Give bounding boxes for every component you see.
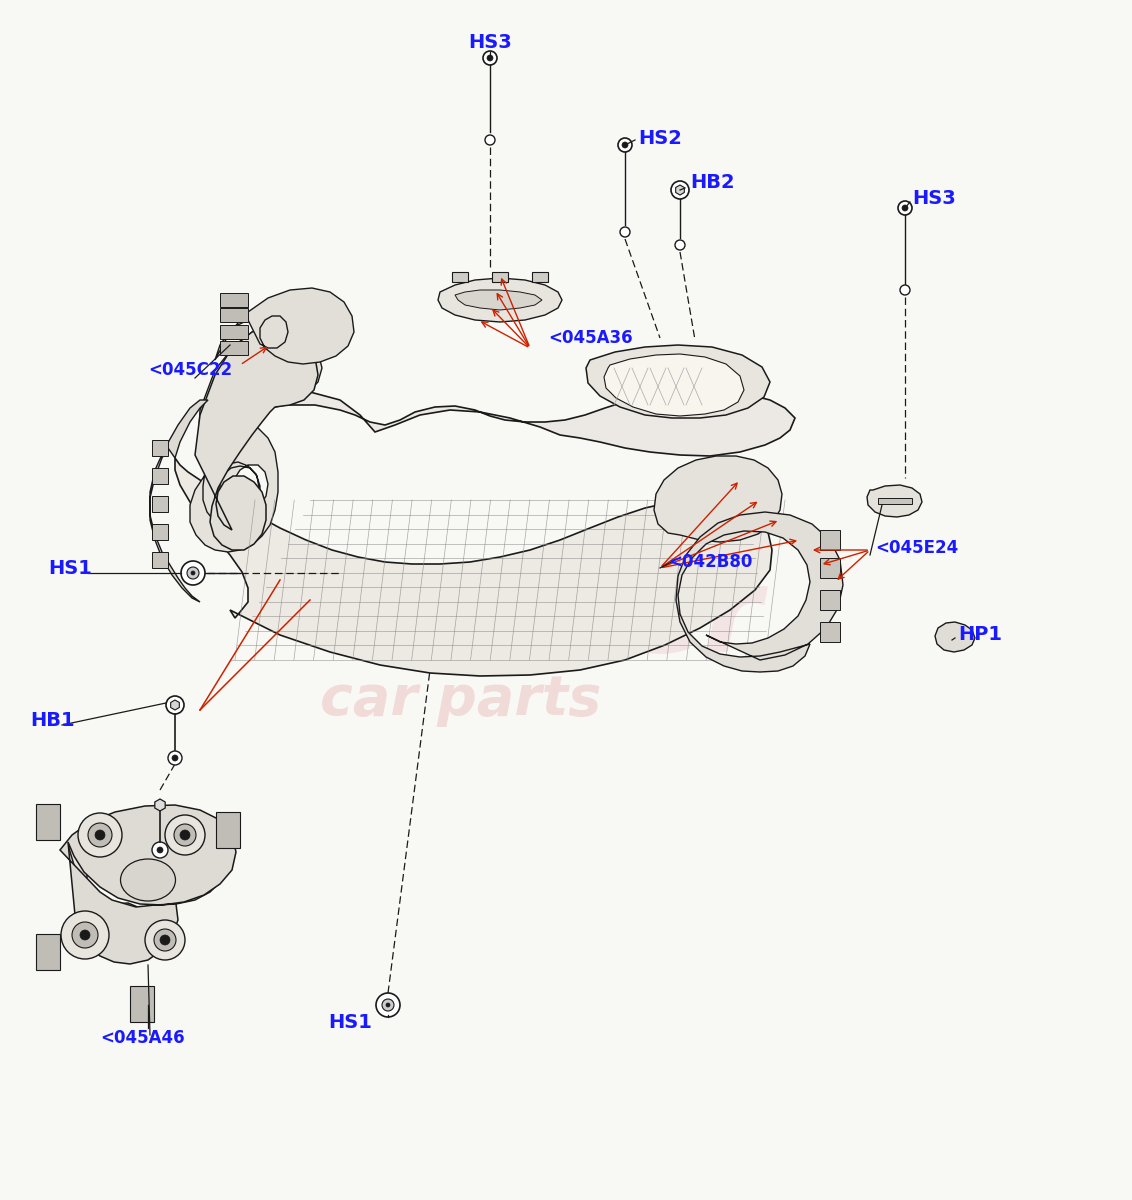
Text: der: der (540, 563, 763, 678)
Polygon shape (455, 290, 542, 310)
Text: <045C22: <045C22 (148, 361, 232, 379)
Polygon shape (171, 700, 179, 710)
Text: HB2: HB2 (691, 173, 735, 192)
Polygon shape (532, 272, 548, 282)
Polygon shape (151, 400, 208, 602)
Polygon shape (68, 828, 228, 954)
Polygon shape (155, 799, 165, 811)
Text: HS3: HS3 (469, 32, 512, 52)
Polygon shape (200, 390, 795, 456)
Polygon shape (935, 622, 975, 652)
Circle shape (78, 814, 122, 857)
Polygon shape (492, 272, 508, 282)
Polygon shape (152, 524, 168, 540)
Circle shape (166, 696, 185, 714)
Polygon shape (452, 272, 468, 282)
Text: HS1: HS1 (328, 1013, 372, 1032)
Circle shape (484, 134, 495, 145)
Circle shape (381, 998, 394, 1010)
Text: SCO: SCO (380, 563, 652, 678)
Text: <042B80: <042B80 (668, 553, 753, 571)
Polygon shape (820, 622, 840, 642)
Circle shape (671, 181, 689, 199)
Circle shape (386, 1003, 391, 1007)
Polygon shape (820, 590, 840, 610)
Circle shape (80, 930, 91, 940)
Polygon shape (36, 804, 60, 840)
Text: HS3: HS3 (912, 188, 955, 208)
Circle shape (172, 755, 178, 761)
Polygon shape (152, 440, 168, 456)
Polygon shape (216, 812, 240, 848)
Polygon shape (676, 185, 685, 194)
Circle shape (898, 200, 912, 215)
Circle shape (168, 751, 182, 766)
Polygon shape (220, 325, 248, 338)
Circle shape (621, 142, 628, 148)
Circle shape (902, 205, 908, 211)
Polygon shape (676, 512, 843, 672)
Text: <045E24: <045E24 (875, 539, 959, 557)
Circle shape (618, 138, 632, 152)
Circle shape (160, 935, 170, 946)
Polygon shape (130, 986, 154, 1022)
Circle shape (620, 227, 631, 236)
Circle shape (154, 929, 175, 950)
Polygon shape (878, 498, 912, 504)
Polygon shape (60, 805, 235, 964)
Circle shape (61, 911, 109, 959)
Circle shape (191, 571, 195, 575)
Polygon shape (820, 558, 840, 578)
Polygon shape (215, 288, 354, 364)
Polygon shape (654, 456, 782, 542)
Circle shape (157, 847, 163, 853)
Polygon shape (220, 341, 248, 355)
Circle shape (95, 830, 105, 840)
Text: <045A36: <045A36 (548, 329, 633, 347)
Text: <045A46: <045A46 (100, 1028, 185, 1046)
Circle shape (900, 284, 910, 295)
Circle shape (187, 566, 199, 578)
Polygon shape (586, 346, 770, 418)
Text: car parts: car parts (320, 673, 601, 727)
Polygon shape (175, 458, 772, 676)
Circle shape (165, 815, 205, 854)
Polygon shape (220, 308, 248, 322)
Circle shape (181, 560, 205, 584)
Polygon shape (36, 934, 60, 970)
Circle shape (174, 824, 196, 846)
Text: HB1: HB1 (31, 710, 75, 730)
Circle shape (72, 922, 98, 948)
Circle shape (152, 842, 168, 858)
Text: HS1: HS1 (48, 558, 92, 577)
Text: HS2: HS2 (638, 128, 681, 148)
Circle shape (675, 240, 685, 250)
Polygon shape (820, 530, 840, 550)
Polygon shape (195, 326, 318, 550)
Circle shape (483, 50, 497, 65)
Polygon shape (867, 485, 921, 517)
Circle shape (88, 823, 112, 847)
Polygon shape (152, 496, 168, 512)
Polygon shape (152, 468, 168, 484)
Circle shape (487, 55, 494, 61)
Polygon shape (152, 552, 168, 568)
Circle shape (376, 994, 400, 1018)
Circle shape (180, 830, 190, 840)
Polygon shape (438, 278, 561, 322)
Ellipse shape (120, 859, 175, 901)
Polygon shape (604, 354, 744, 416)
Polygon shape (190, 325, 321, 552)
Text: HP1: HP1 (958, 625, 1002, 644)
Polygon shape (220, 293, 248, 307)
Circle shape (145, 920, 185, 960)
